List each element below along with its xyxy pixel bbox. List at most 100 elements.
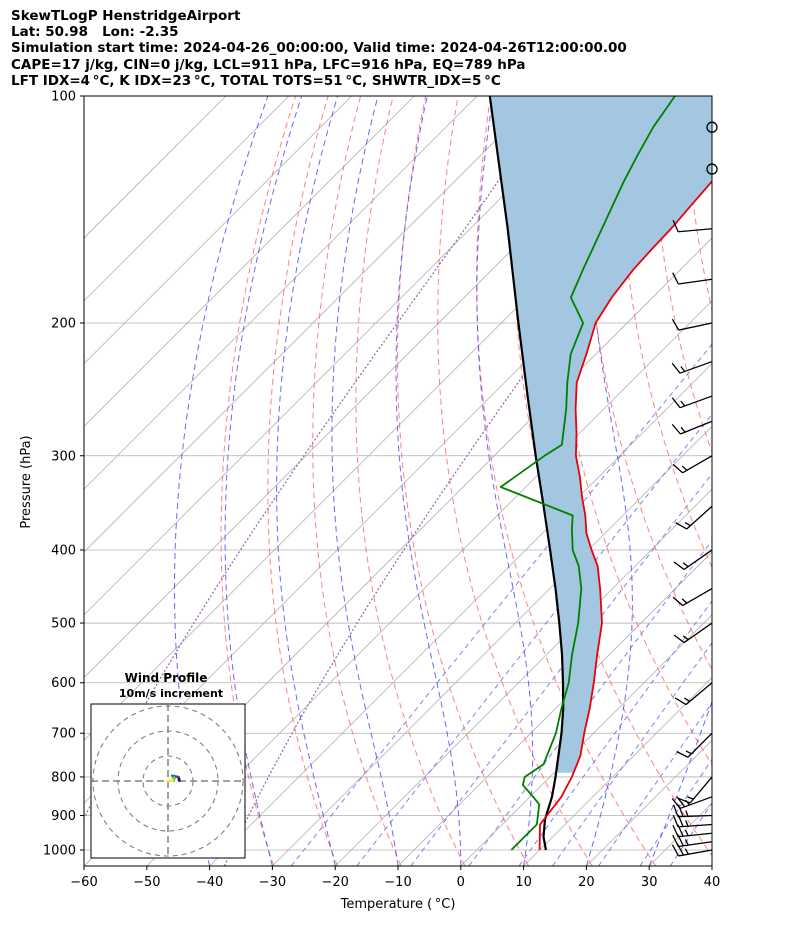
parcel-profile-line: [488, 96, 565, 851]
moist-adiabat: [331, 96, 399, 866]
dry-adiabat: [355, 96, 466, 866]
wind-barb-flag: [674, 697, 687, 706]
wind-barb-half-flag: [684, 829, 689, 837]
isotherm: [84, 96, 415, 427]
x-tick-label: −50: [133, 875, 160, 890]
wind-barb-shaft: [678, 832, 713, 838]
x-tick-label: −20: [321, 875, 348, 890]
wind-barb-flag: [672, 824, 679, 838]
dry-adiabat: [513, 96, 712, 857]
x-tick-label: −10: [384, 875, 411, 890]
wind-barb-half-flag: [684, 697, 691, 702]
mixing-ratio-line: [669, 802, 712, 866]
dry-adiabat: [783, 96, 794, 866]
dry-adiabat: [476, 96, 657, 866]
x-tick-label: 20: [578, 875, 595, 890]
isotherm: [334, 488, 712, 866]
wind-barb-half-flag: [680, 366, 686, 372]
wind-barb-shaft: [678, 823, 713, 828]
wind-barb-shaft: [679, 395, 713, 409]
dry-adiabat: [751, 96, 794, 866]
isotherm: [84, 96, 604, 616]
x-tick-label: 40: [704, 875, 721, 890]
wind-barb-flag: [676, 796, 686, 808]
wind-barb-half-flag: [685, 820, 689, 827]
wind-barb-shaft: [682, 455, 713, 474]
y-tick-label: 800: [51, 770, 76, 785]
x-tick-label: 0: [457, 875, 465, 890]
isotherm: [711, 865, 712, 866]
x-tick-label: −60: [70, 875, 97, 890]
wind-barb-shaft: [678, 322, 713, 331]
mixing-ratio-line: [290, 343, 712, 866]
moist-adiabat: [224, 96, 303, 866]
inset-title: Wind Profile: [125, 671, 208, 685]
y-tick-label: 200: [51, 316, 76, 331]
wind-barb-shaft: [686, 505, 713, 530]
dry-adiabat: [220, 96, 297, 866]
wind-barb-flag: [673, 634, 685, 644]
mixing-ratio-line: [518, 600, 712, 866]
wind-barb-flag: [672, 596, 683, 607]
wind-barb-flag: [671, 362, 681, 374]
temperature-line: [538, 179, 712, 851]
axes: −60 −50 −40 −30 −20 −10 0 10 20 30 40 1000 900 800 700…: [43, 90, 720, 891]
y-tick-label: 400: [51, 543, 76, 558]
mixing-ratio-line: [468, 539, 712, 866]
wind-barb-flag: [671, 423, 681, 435]
x-axis-label: Temperature ( °C): [340, 897, 456, 912]
y-tick-label: 900: [51, 809, 76, 824]
chart-header: SkewTLogP HenstridgeAirport Lat: 50.98 L…: [11, 8, 627, 89]
isotherm: [460, 614, 712, 866]
wind-barb-flag: [671, 798, 681, 809]
moist-adiabat: [476, 96, 534, 866]
wind-barb-flag: [672, 814, 679, 828]
wind-barb-shaft: [679, 796, 713, 810]
wind-barb-half-flag: [685, 810, 689, 817]
y-tick-label: 700: [51, 727, 76, 742]
wind-barb-half-flag: [682, 635, 689, 641]
dry-adiabat: [267, 96, 338, 866]
wind-barb-shaft: [678, 278, 713, 285]
wind-barb-shaft: [689, 776, 713, 804]
wind-barb-shaft: [685, 682, 713, 706]
calm-wind-circle: [706, 163, 718, 175]
wind-barb-shaft: [683, 622, 713, 644]
isotherm: [84, 96, 352, 365]
plot-clip-group: [84, 96, 794, 866]
time-line: Simulation start time: 2024-04-26_00:00:…: [11, 40, 627, 57]
isotherm: [523, 677, 712, 866]
x-tick-label: −40: [196, 875, 223, 890]
wind-barbs: [671, 121, 718, 857]
wind-barb-half-flag: [685, 750, 692, 755]
wind-barb-flag: [676, 751, 689, 758]
frost-point-line: [223, 96, 705, 866]
mixing-ratio-line: [552, 642, 712, 866]
y-tick-label: 1000: [43, 844, 76, 859]
dry-adiabat: [652, 96, 712, 454]
wind-barb-half-flag: [680, 426, 686, 433]
wind-barb-shaft: [678, 849, 713, 857]
x-tick-label: 10: [515, 875, 532, 890]
wind-barb-shaft: [683, 549, 713, 571]
wind-barb-flag: [678, 797, 691, 804]
inset-hodograph: [91, 704, 245, 858]
y-tick-label: 100: [51, 90, 76, 105]
mixing-ratio-line: [598, 702, 712, 866]
wind-barb-half-flag: [684, 839, 689, 846]
wind-barb-shaft: [678, 841, 713, 848]
dry-adiabat: [437, 96, 593, 866]
y-tick-label: 300: [51, 449, 76, 464]
dewpoint-line: [499, 96, 676, 851]
x-tick-label: −30: [259, 875, 286, 890]
wind-barb-flag: [672, 272, 679, 285]
y-tick-label: 600: [51, 676, 76, 691]
wind-barb-flag: [675, 522, 688, 530]
isotherm: [146, 300, 712, 866]
isotherm: [272, 425, 712, 866]
dry-adiabat: [619, 96, 712, 569]
y-axis-label: Pressure (hPa): [19, 435, 34, 528]
y-tick-label: 500: [51, 617, 76, 632]
cape-shading: [489, 96, 712, 773]
stability-line-1: CAPE=17 j/kg, CIN=0 j/kg, LCL=911 hPa, L…: [11, 56, 526, 73]
